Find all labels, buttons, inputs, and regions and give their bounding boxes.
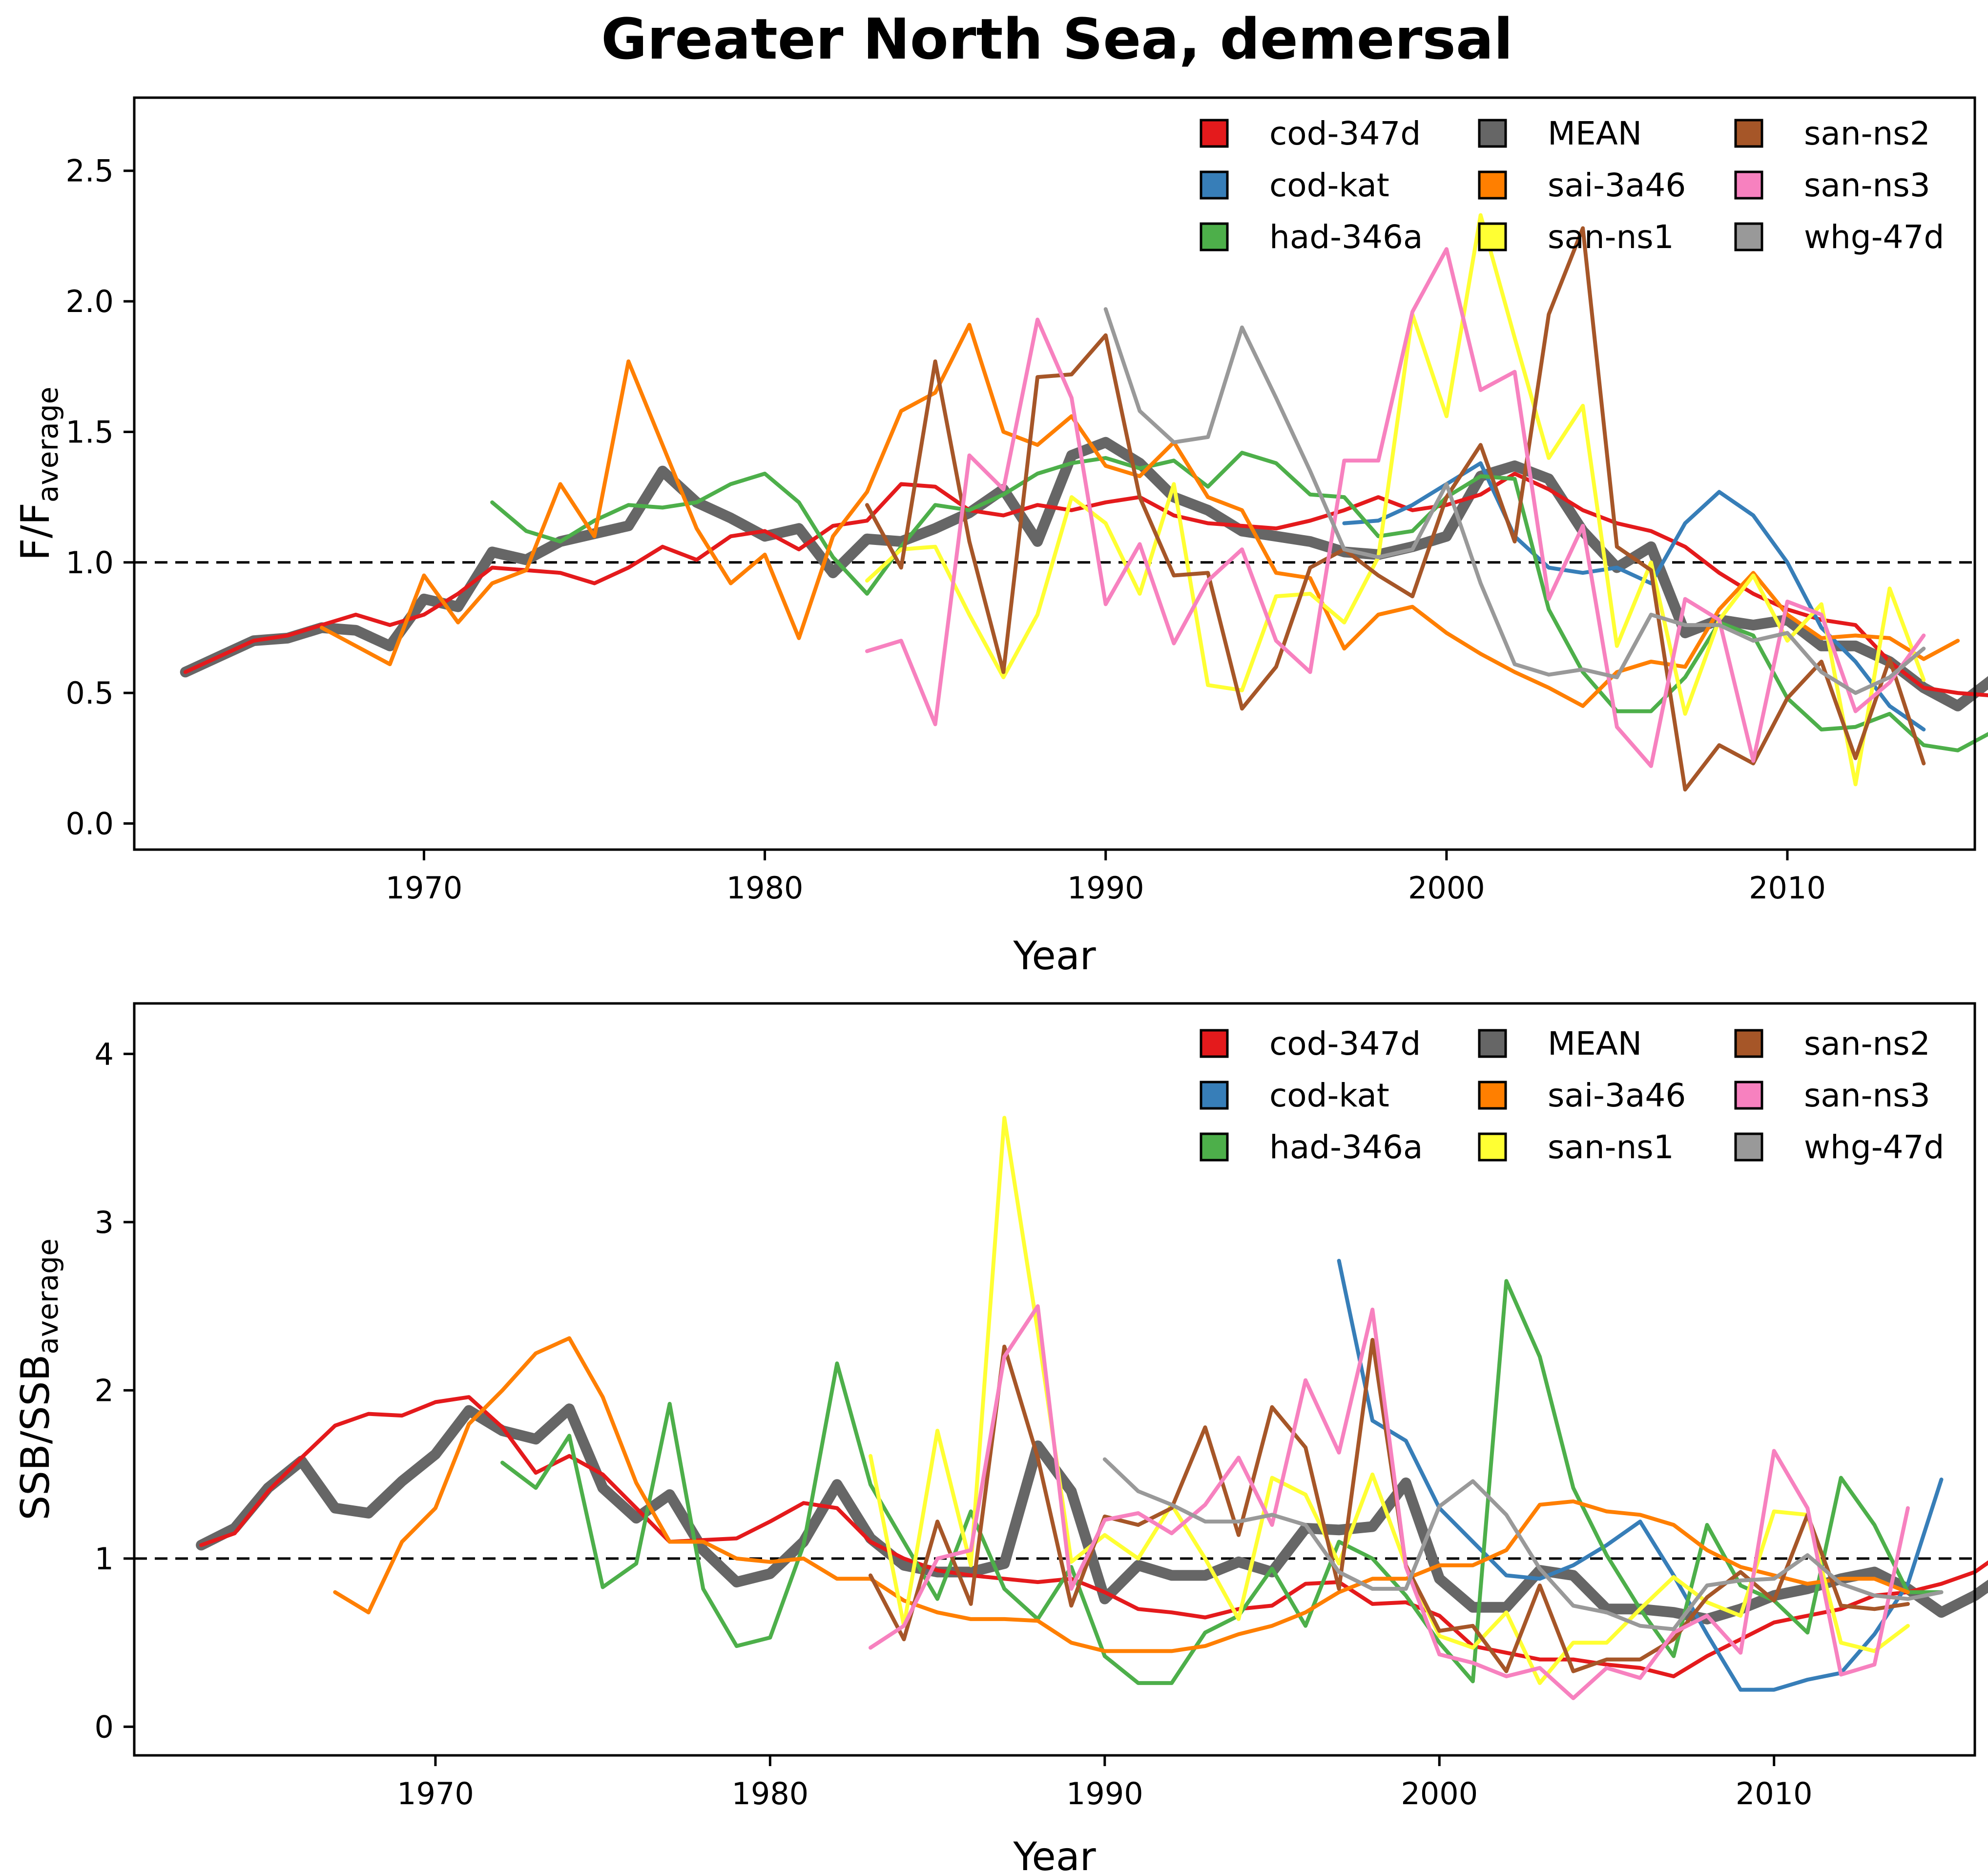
f-legend-swatch-cod-kat xyxy=(1200,170,1229,200)
ssb-y-tick-label: 3 xyxy=(95,1205,114,1240)
ssb-legend-swatch-san-ns2 xyxy=(1734,1029,1763,1058)
f-series-san-ns3 xyxy=(865,247,1926,768)
ssb-y-tick-label: 0 xyxy=(95,1709,114,1745)
f-legend-label-had-346a: had-346a xyxy=(1269,218,1423,256)
f-legend-label-cod-kat: cod-kat xyxy=(1269,167,1389,204)
ssb-x-tick-label: 1970 xyxy=(397,1776,474,1812)
ssb-x-tick-label: 2010 xyxy=(1736,1776,1813,1812)
f-y-tick-label: 2.0 xyxy=(65,284,114,319)
ssb-legend-label-san-ns3: san-ns3 xyxy=(1804,1077,1930,1114)
f-x-tick-label: 1990 xyxy=(1067,870,1144,906)
ssb-y-tick-label: 2 xyxy=(95,1373,114,1408)
f-x-tick-label: 2010 xyxy=(1749,870,1826,906)
f-legend-label-san-ns1: san-ns1 xyxy=(1548,218,1674,256)
ssb-y-axis-label: SSB/SSBaverage xyxy=(13,1238,64,1520)
f-x-tick-label: 2000 xyxy=(1408,870,1485,906)
ssb-legend-swatch-cod-347d xyxy=(1200,1029,1229,1058)
ssb-series-cod-347d xyxy=(199,1395,1988,1679)
ssb-x-tick-label: 2000 xyxy=(1401,1776,1478,1812)
f-x-tick-label: 1980 xyxy=(726,870,804,906)
f-legend-label-cod-347d: cod-347d xyxy=(1269,115,1421,152)
ssb-legend-label-san-ns2: san-ns2 xyxy=(1804,1025,1930,1062)
f-legend-label-san-ns3: san-ns3 xyxy=(1804,167,1930,204)
ssb-series-san-ns3 xyxy=(869,1304,1910,1700)
f-legend-swatch-had-346a xyxy=(1200,222,1229,251)
figure-title: Greater North Sea, demersal xyxy=(601,7,1513,72)
f-legend-label-san-ns2: san-ns2 xyxy=(1804,115,1930,152)
ssb-x-tick-label: 1990 xyxy=(1066,1776,1143,1812)
f-x-tick-label: 1970 xyxy=(386,870,463,906)
ssb-plot-frame xyxy=(133,1002,1976,1757)
f-legend-label-mean: MEAN xyxy=(1548,115,1642,152)
f-y-tick-label: 2.5 xyxy=(65,153,114,189)
f-series-san-ns2 xyxy=(865,226,1926,792)
f-series-cod-347d xyxy=(183,472,1988,697)
f-x-axis-label: Year xyxy=(1013,933,1096,979)
f-y-tick-label: 0.5 xyxy=(65,675,114,711)
ssb-series-san-ns1 xyxy=(869,1116,1910,1685)
f-series-had-346a xyxy=(490,451,1988,752)
f-y-tick-label: 1.0 xyxy=(65,545,114,581)
f-y-tick-label: 0.0 xyxy=(65,806,114,842)
ssb-legend-label-whg-47d: whg-47d xyxy=(1804,1128,1944,1166)
ssb-series-mean xyxy=(196,1403,1988,1625)
f-legend-swatch-san-ns3 xyxy=(1734,170,1763,200)
panel-fishing-mortality: 1970 1980 1990 2000 2010 0.0 0.5 1.0 1.5 2.0 2.5 Ye… xyxy=(13,96,1988,979)
ssb-legend-swatch-san-ns1 xyxy=(1478,1132,1507,1162)
ssb-legend-label-mean: MEAN xyxy=(1548,1025,1642,1062)
f-legend-label-whg-47d: whg-47d xyxy=(1804,218,1944,256)
ssb-legend-swatch-sai-3a46 xyxy=(1478,1081,1507,1110)
ssb-legend-swatch-cod-kat xyxy=(1200,1081,1229,1110)
f-y-axis-label: F/Faverage xyxy=(13,387,64,561)
f-legend-swatch-whg-47d xyxy=(1734,222,1763,251)
ssb-legend-swatch-had-346a xyxy=(1200,1132,1229,1162)
f-legend-swatch-cod-347d xyxy=(1200,119,1229,148)
f-legend-swatch-sai-3a46 xyxy=(1478,170,1507,200)
f-plot-frame xyxy=(133,96,1976,851)
f-legend: cod-347d cod-kat had-346a MEAN sai-3a46 san-n… xyxy=(1200,115,1944,256)
f-legend-swatch-san-ns1 xyxy=(1478,222,1507,251)
f-y-axis-label-main: F/F xyxy=(13,502,58,561)
f-series-san-ns1 xyxy=(865,213,1926,787)
ssb-x-tick-label: 1980 xyxy=(731,1776,808,1812)
ssb-legend-label-sai-3a46: sai-3a46 xyxy=(1548,1077,1686,1114)
ssb-series-sai-3a46 xyxy=(333,1336,1910,1653)
ssb-legend-label-cod-kat: cod-kat xyxy=(1269,1077,1389,1114)
ssb-legend-label-cod-347d: cod-347d xyxy=(1269,1025,1421,1062)
f-legend-swatch-san-ns2 xyxy=(1734,119,1763,148)
ssb-legend-swatch-san-ns3 xyxy=(1734,1081,1763,1110)
ssb-legend-label-san-ns1: san-ns1 xyxy=(1548,1128,1674,1166)
f-series-sai-3a46 xyxy=(320,323,1960,708)
f-series-whg-47d xyxy=(1103,307,1926,695)
f-y-tick-label: 1.5 xyxy=(65,414,114,450)
ssb-y-axis-label-subscript: average xyxy=(31,1238,64,1354)
ssb-x-axis-label: Year xyxy=(1013,1834,1096,1875)
ssb-legend-swatch-whg-47d xyxy=(1734,1132,1763,1162)
ssb-series-whg-47d xyxy=(1102,1457,1944,1631)
ssb-y-axis-label-main: SSB/SSB xyxy=(13,1354,58,1521)
f-y-axis-label-subscript: average xyxy=(31,387,64,502)
ssb-y-tick-label: 1 xyxy=(95,1541,114,1577)
f-legend-swatch-mean xyxy=(1478,119,1507,148)
ssb-legend-swatch-mean xyxy=(1478,1029,1507,1058)
f-legend-label-sai-3a46: sai-3a46 xyxy=(1548,167,1686,204)
ssb-legend-label-had-346a: had-346a xyxy=(1269,1128,1423,1166)
panel-spawning-stock-biomass: 1970 1980 1990 2000 2010 0 1 2 3 4 Year SSB/SSBaver… xyxy=(13,1002,1988,1875)
ssb-y-tick-label: 4 xyxy=(95,1036,114,1072)
ssb-legend: cod-347d cod-kat had-346a MEAN sai-3a46 san-n… xyxy=(1200,1025,1944,1166)
